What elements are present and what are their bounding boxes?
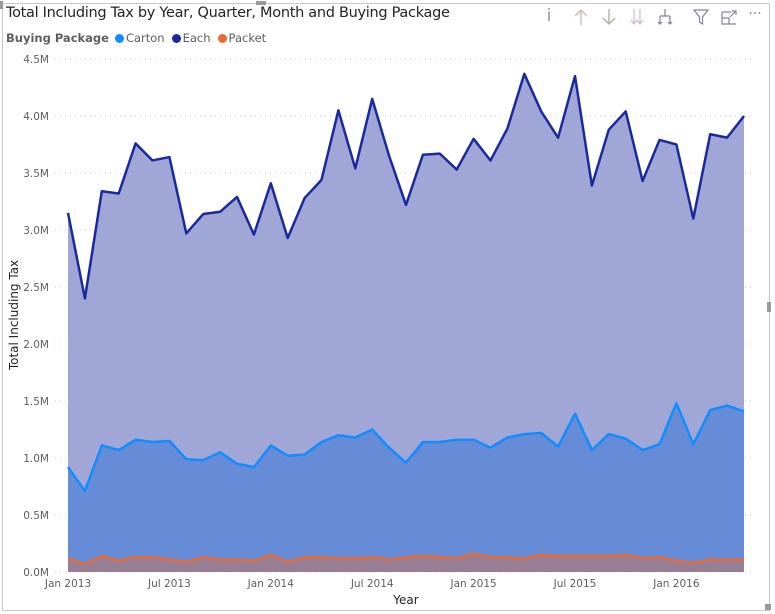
x-tick-label: Jul 2013: [147, 578, 191, 590]
line-carton[interactable]: [66, 402, 745, 493]
y-tick-label: 4.0M: [23, 111, 49, 123]
y-tick-label: 3.0M: [23, 225, 49, 237]
filter-icon[interactable]: [690, 6, 712, 28]
legend-item-packet[interactable]: Packet: [217, 31, 266, 45]
x-axis-title: Year: [392, 593, 418, 607]
focus-mode-icon[interactable]: [718, 6, 740, 28]
y-tick-label: 0.0M: [23, 567, 49, 579]
area-carton: [68, 403, 744, 572]
more-options-icon[interactable]: ···: [748, 6, 762, 22]
chart-title: Total Including Tax by Year, Quarter, Mo…: [6, 5, 450, 21]
area-packet: [68, 553, 744, 572]
expand-all-down-icon[interactable]: [626, 6, 648, 28]
legend-title: Buying Package: [6, 31, 109, 45]
legend: Buying Package Carton Each Packet: [6, 31, 269, 45]
x-tick-label: Jan 2016: [652, 578, 700, 590]
y-tick-label: 0.5M: [23, 510, 49, 522]
packet-dot-icon: [217, 33, 227, 43]
legend-item-carton[interactable]: Carton: [114, 31, 165, 45]
info-icon[interactable]: i: [546, 6, 552, 26]
resize-handle-bottom-right[interactable]: [765, 604, 771, 610]
legend-item-each[interactable]: Each: [171, 31, 211, 45]
y-tick-label: 1.0M: [23, 453, 49, 465]
carton-dot-icon: [114, 33, 124, 43]
x-tick-label: Jan 2013: [44, 578, 91, 590]
line-each[interactable]: [66, 72, 745, 300]
y-tick-label: 4.5M: [23, 54, 49, 66]
drill-up-icon[interactable]: [570, 6, 592, 28]
resize-handle-top[interactable]: [256, 1, 266, 5]
line-packet[interactable]: [67, 552, 744, 566]
resize-handle-top-left[interactable]: [0, 1, 3, 9]
expand-hierarchy-icon[interactable]: [654, 6, 676, 28]
y-tick-label: 2.5M: [23, 282, 49, 294]
each-dot-icon: [171, 33, 181, 43]
x-tick-label: Jul 2014: [350, 578, 394, 590]
y-tick-label: 3.5M: [23, 168, 49, 180]
y-axis-title: Total Including Tax: [7, 260, 21, 371]
x-tick-label: Jan 2014: [247, 578, 295, 590]
y-tick-label: 2.0M: [23, 339, 49, 351]
y-tick-label: 1.5M: [23, 396, 49, 408]
resize-handle-right[interactable]: [767, 302, 771, 312]
x-tick-label: Jul 2015: [553, 578, 597, 590]
x-tick-label: Jan 2015: [449, 578, 496, 590]
drill-down-icon[interactable]: [598, 6, 620, 28]
